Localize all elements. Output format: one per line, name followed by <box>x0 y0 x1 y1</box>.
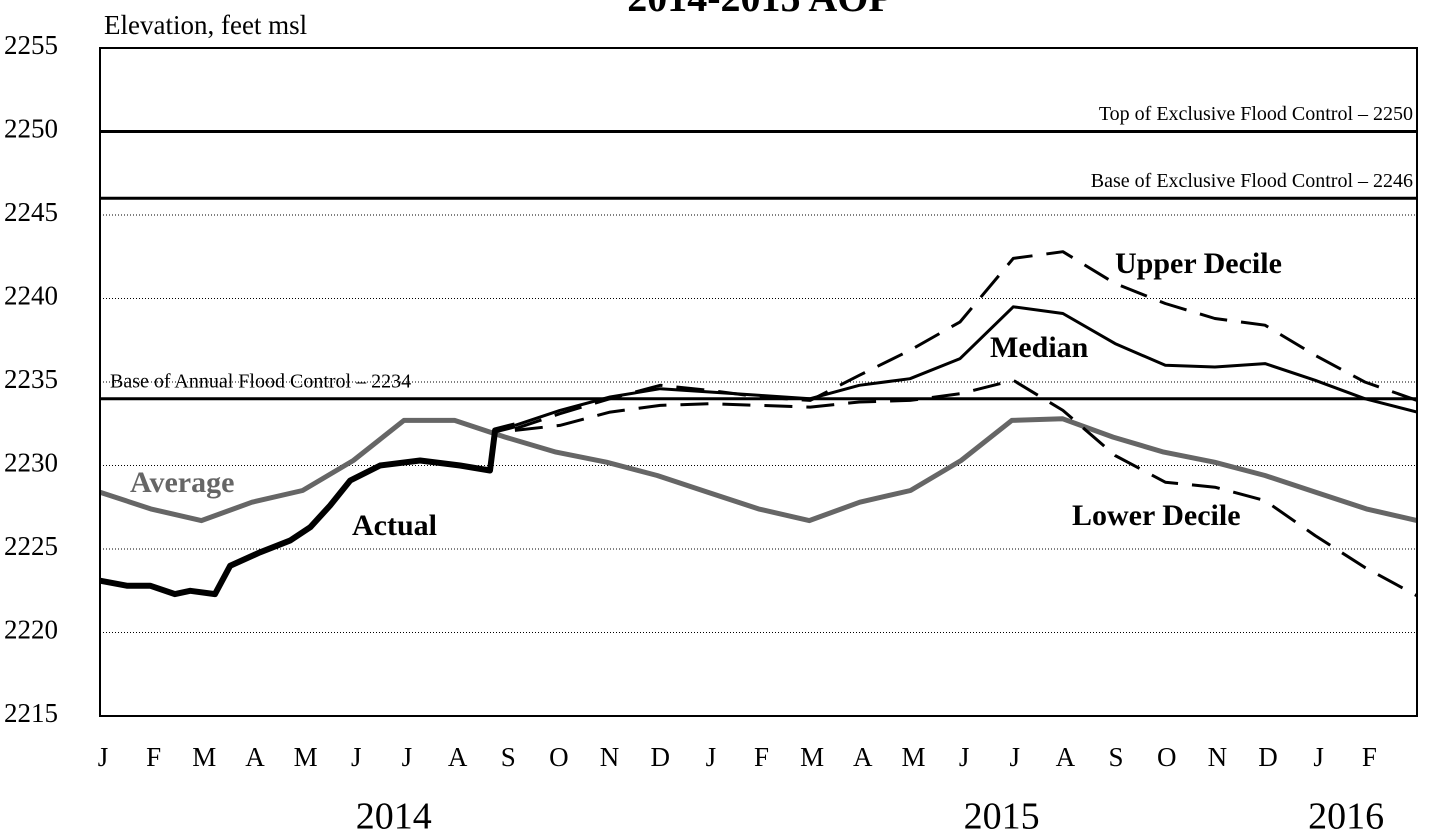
x-tick-label: M <box>901 742 925 772</box>
x-tick-label: S <box>1109 742 1124 772</box>
year-label: 2016 <box>1308 796 1384 838</box>
reference-label: Base of Exclusive Flood Control – 2246 <box>1091 170 1413 192</box>
reference-label: Top of Exclusive Flood Control – 2250 <box>1099 103 1413 125</box>
year-label: 2015 <box>964 796 1040 838</box>
x-tick-label: N <box>1208 742 1228 772</box>
x-tick-label: J <box>1010 742 1021 772</box>
series-line <box>99 416 1418 524</box>
series-line <box>514 378 1418 598</box>
series-line <box>514 250 1418 431</box>
x-tick-label: F <box>1362 742 1377 772</box>
x-tick-label: F <box>754 742 769 772</box>
y-tick-label: 2230 <box>4 448 58 478</box>
y-tick-label: 2245 <box>4 197 58 227</box>
x-tick-label: A <box>1056 742 1076 772</box>
y-tick-label: 2215 <box>4 698 58 728</box>
x-tick-label: D <box>1258 742 1278 772</box>
x-tick-label: M <box>800 742 824 772</box>
x-tick-label: O <box>1157 742 1177 772</box>
x-tick-label: A <box>448 742 468 772</box>
series-label: Average <box>130 466 234 499</box>
x-tick-label: A <box>245 742 265 772</box>
x-tick-label: J <box>706 742 717 772</box>
series-label: Actual <box>352 509 437 542</box>
series-line <box>514 305 1418 427</box>
series-label: Upper Decile <box>1115 247 1282 280</box>
x-tick-label: N <box>600 742 620 772</box>
y-tick-label: 2250 <box>4 114 58 144</box>
x-tick-label: D <box>650 742 670 772</box>
x-tick-label: J <box>98 742 109 772</box>
y-tick-label: 2225 <box>4 531 58 561</box>
x-tick-label: M <box>294 742 318 772</box>
y-tick-label: 2235 <box>4 364 58 394</box>
reference-label: Base of Annual Flood Control – 2234 <box>110 370 411 392</box>
y-tick-label: 2255 <box>4 30 58 60</box>
x-tick-label: J <box>1313 742 1324 772</box>
series-label: Median <box>990 331 1089 364</box>
x-tick-label: J <box>402 742 413 772</box>
plot-frame <box>99 47 1418 717</box>
x-tick-label: J <box>959 742 970 772</box>
x-tick-label: S <box>501 742 516 772</box>
y-tick-label: 2220 <box>4 615 58 645</box>
x-tick-label: A <box>853 742 873 772</box>
x-tick-label: F <box>146 742 161 772</box>
x-tick-label: J <box>351 742 362 772</box>
y-tick-label: 2240 <box>4 281 58 311</box>
chart-title: 2014-2015 AOP <box>627 0 893 20</box>
x-tick-label: M <box>192 742 216 772</box>
x-tick-label: O <box>549 742 569 772</box>
series-line <box>99 422 516 598</box>
y-axis-label: Elevation, feet msl <box>104 10 307 40</box>
year-label: 2014 <box>356 796 432 838</box>
series-label: Lower Decile <box>1072 499 1241 532</box>
